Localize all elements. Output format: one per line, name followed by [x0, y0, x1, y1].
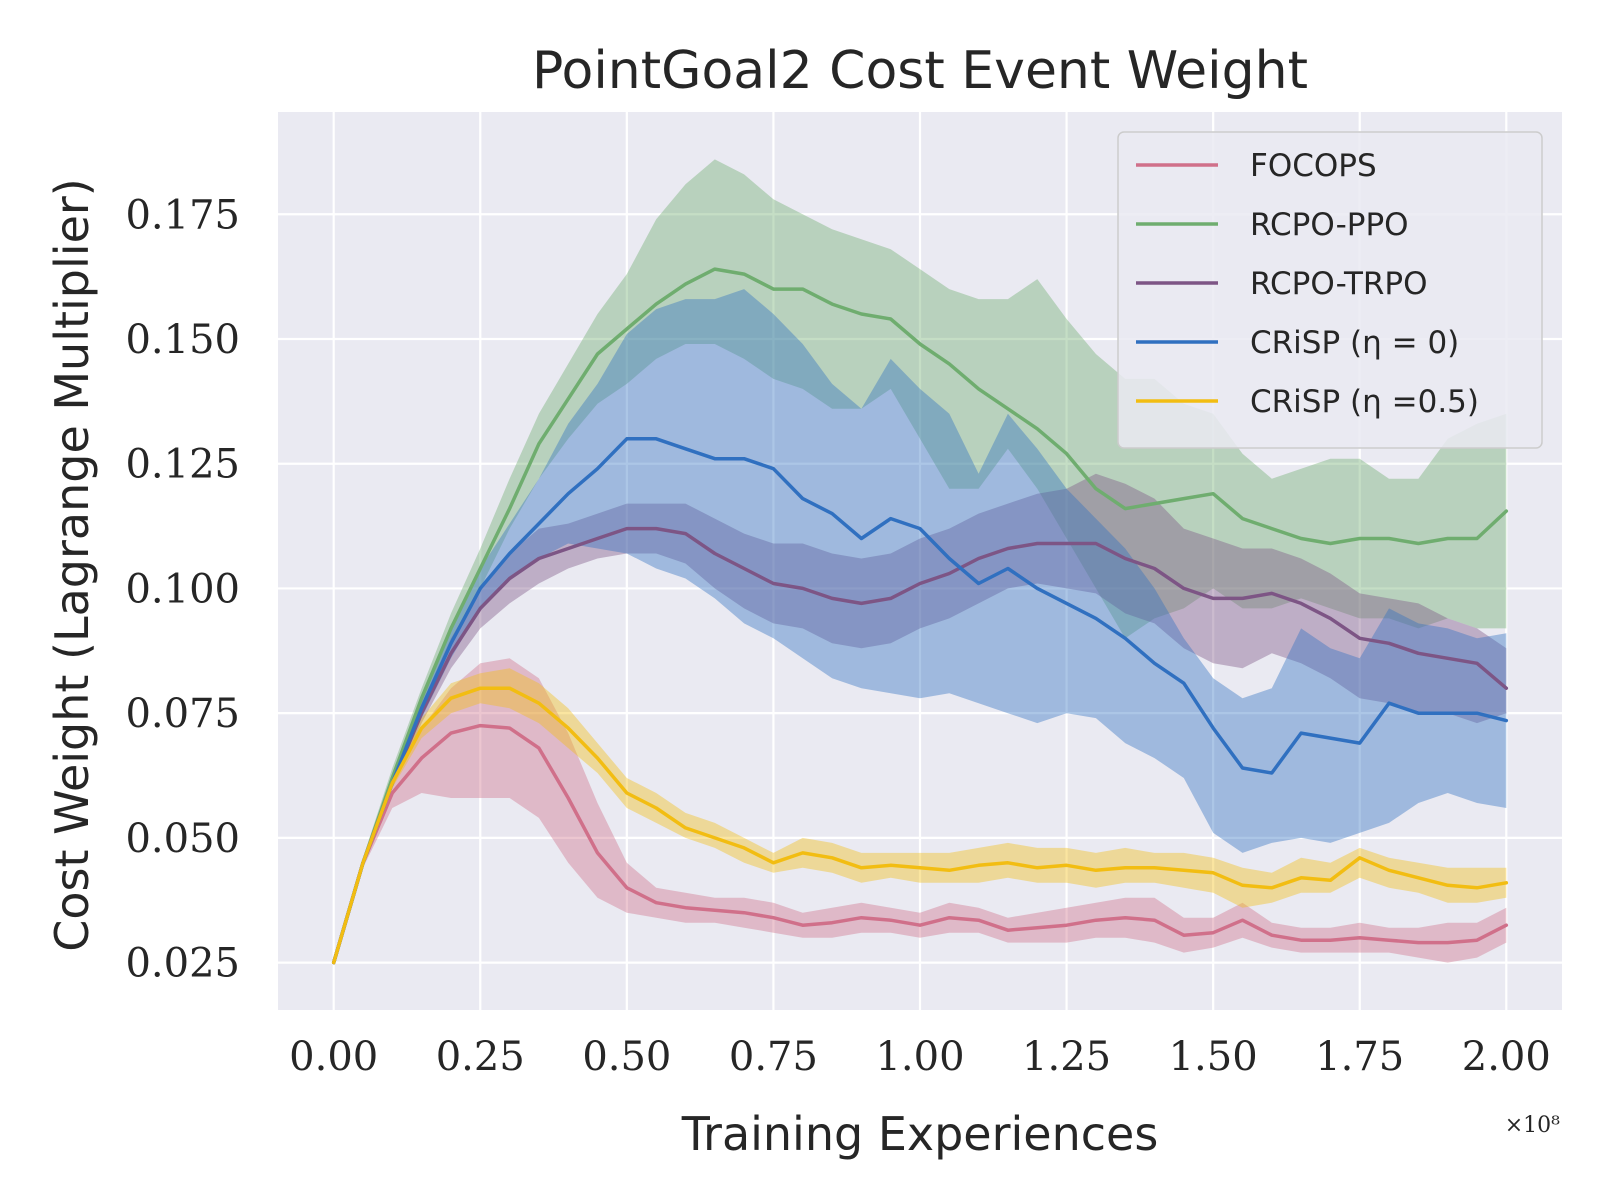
legend: FOCOPS RCPO-PPO RCPO-TRPO CRiSP (η = 0) CRiS…: [1117, 131, 1543, 449]
line-crisp-0: [331, 437, 1509, 965]
y-tick-label: 0.125: [125, 442, 240, 488]
legend-entry: RCPO-PPO: [1136, 207, 1409, 243]
legend-items: FOCOPS RCPO-PPO RCPO-TRPO CRiSP (η = 0) CRiS…: [1136, 148, 1479, 420]
band-crisp-0-5: [333, 668, 1507, 963]
x-tick-label: 1.50: [1169, 1034, 1258, 1080]
legend-entry: CRiSP (η = 0): [1136, 325, 1459, 361]
x-tick-label: 1.75: [1315, 1034, 1404, 1080]
line-crisp-0-5: [331, 686, 1509, 965]
x-axis-offset: ×10⁸: [1505, 1113, 1560, 1138]
legend-label: CRiSP (η =0.5): [1250, 384, 1479, 420]
y-tick-label: 0.050: [125, 816, 240, 862]
x-tick-label: 1.25: [1022, 1034, 1111, 1080]
band-rcpo-ppo: [333, 159, 1507, 963]
legend-label: RCPO-PPO: [1250, 207, 1409, 243]
legend-label: FOCOPS: [1250, 148, 1377, 184]
y-tick-label: 0.025: [125, 941, 240, 987]
x-tick-label: 2.00: [1462, 1034, 1551, 1080]
legend-entry: FOCOPS: [1136, 148, 1377, 184]
line-focops: [331, 723, 1509, 965]
legend-label: RCPO-TRPO: [1250, 266, 1428, 302]
y-axis-label: Cost Weight (Lagrange Multiplier): [45, 178, 99, 951]
x-tick-label: 0.50: [582, 1034, 671, 1080]
line-rcpo-ppo: [331, 267, 1509, 965]
x-tick-label: 0.00: [289, 1034, 378, 1080]
y-tick-label: 0.175: [125, 192, 240, 238]
legend-box: [1117, 131, 1543, 449]
x-tick-label: 0.25: [436, 1034, 525, 1080]
line-rcpo-trpo: [331, 526, 1509, 965]
x-tick-labels: 0.00 0.25 0.50 0.75 1.00 1.25 1.50 1.75 2.00: [289, 1034, 1551, 1080]
series-lines: [331, 267, 1509, 965]
band-crisp-0: [333, 289, 1507, 963]
x-tick-label: 1.00: [875, 1034, 964, 1080]
y-tick-label: 0.100: [125, 566, 240, 612]
chart-title: PointGoal2 Cost Event Weight: [532, 41, 1308, 101]
x-tick-label: 0.75: [729, 1034, 818, 1080]
band-rcpo-trpo: [333, 473, 1507, 963]
legend-entry: CRiSP (η =0.5): [1136, 384, 1479, 420]
y-tick-label: 0.075: [125, 691, 240, 737]
x-axis-label: Training Experiences: [681, 1107, 1159, 1161]
y-tick-labels: 0.025 0.050 0.075 0.100 0.125 0.150 0.175: [125, 192, 240, 986]
legend-entry: RCPO-TRPO: [1136, 266, 1428, 302]
legend-label: CRiSP (η = 0): [1250, 325, 1459, 361]
y-tick-label: 0.150: [125, 317, 240, 363]
